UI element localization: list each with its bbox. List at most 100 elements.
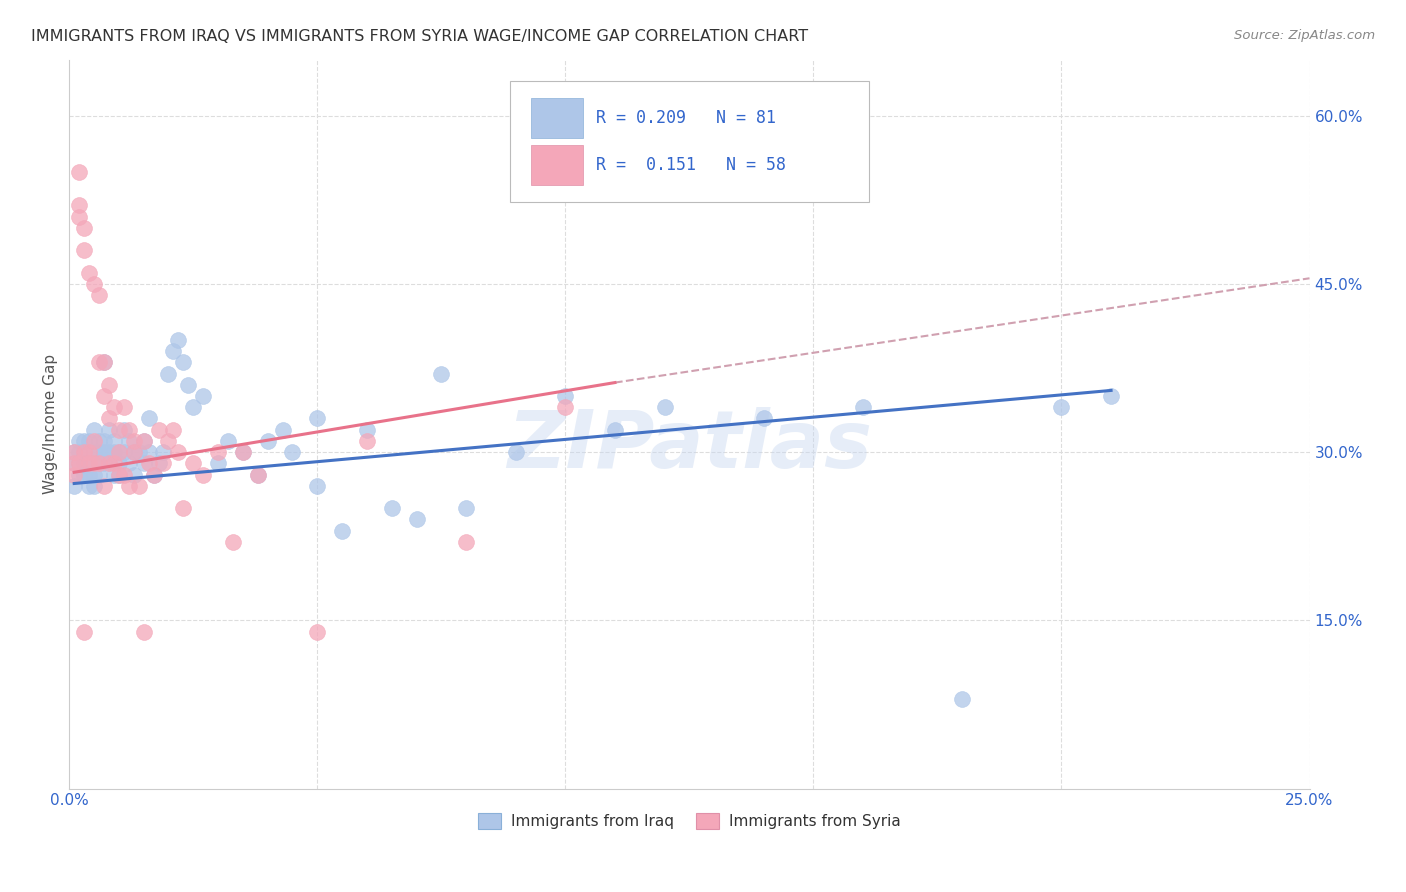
Point	[157, 434, 180, 448]
Point	[138, 456, 160, 470]
Point	[77, 456, 100, 470]
Point	[118, 456, 141, 470]
Point	[222, 534, 245, 549]
Point	[108, 467, 131, 482]
Point	[356, 423, 378, 437]
Point	[132, 456, 155, 470]
Point	[83, 479, 105, 493]
Point	[73, 624, 96, 639]
Point	[63, 456, 86, 470]
Point	[103, 434, 125, 448]
Point	[112, 467, 135, 482]
Point	[97, 445, 120, 459]
Point	[97, 423, 120, 437]
Point	[87, 456, 110, 470]
Point	[138, 411, 160, 425]
Point	[142, 467, 165, 482]
Point	[356, 434, 378, 448]
Point	[112, 401, 135, 415]
Text: Source: ZipAtlas.com: Source: ZipAtlas.com	[1234, 29, 1375, 42]
Point	[97, 456, 120, 470]
Point	[505, 445, 527, 459]
Point	[83, 467, 105, 482]
Point	[77, 467, 100, 482]
Point	[118, 434, 141, 448]
Point	[108, 445, 131, 459]
Point	[93, 389, 115, 403]
FancyBboxPatch shape	[530, 145, 582, 185]
Point	[87, 288, 110, 302]
Point	[122, 445, 145, 459]
Point	[307, 479, 329, 493]
Legend: Immigrants from Iraq, Immigrants from Syria: Immigrants from Iraq, Immigrants from Sy…	[472, 807, 907, 836]
Point	[93, 434, 115, 448]
Point	[162, 423, 184, 437]
Point	[181, 401, 204, 415]
Point	[63, 445, 86, 459]
Point	[93, 355, 115, 369]
Text: IMMIGRANTS FROM IRAQ VS IMMIGRANTS FROM SYRIA WAGE/INCOME GAP CORRELATION CHART: IMMIGRANTS FROM IRAQ VS IMMIGRANTS FROM …	[31, 29, 808, 44]
Point	[67, 467, 90, 482]
Point	[271, 423, 294, 437]
Point	[93, 456, 115, 470]
Point	[67, 210, 90, 224]
Point	[67, 198, 90, 212]
Point	[103, 401, 125, 415]
Point	[950, 691, 973, 706]
Point	[132, 624, 155, 639]
Point	[405, 512, 427, 526]
Point	[256, 434, 278, 448]
Point	[83, 277, 105, 291]
Point	[456, 534, 478, 549]
Point	[83, 456, 105, 470]
Point	[148, 423, 170, 437]
Text: R = 0.209   N = 81: R = 0.209 N = 81	[596, 109, 776, 127]
Point	[108, 456, 131, 470]
Point	[63, 467, 86, 482]
Point	[167, 333, 190, 347]
FancyBboxPatch shape	[509, 81, 869, 202]
Point	[67, 456, 90, 470]
Point	[103, 467, 125, 482]
Point	[67, 445, 90, 459]
Point	[118, 423, 141, 437]
Point	[554, 401, 576, 415]
Point	[654, 401, 676, 415]
Point	[167, 445, 190, 459]
Point	[307, 411, 329, 425]
Point	[132, 434, 155, 448]
Point	[73, 456, 96, 470]
Point	[181, 456, 204, 470]
Point	[83, 423, 105, 437]
Point	[87, 445, 110, 459]
Point	[152, 445, 174, 459]
Point	[83, 445, 105, 459]
Point	[128, 479, 150, 493]
Point	[128, 445, 150, 459]
Text: ZIPatlas: ZIPatlas	[508, 407, 872, 485]
Point	[138, 445, 160, 459]
Point	[77, 479, 100, 493]
Point	[193, 467, 215, 482]
Point	[73, 220, 96, 235]
Point	[1050, 401, 1073, 415]
Point	[193, 389, 215, 403]
Point	[73, 467, 96, 482]
Point	[108, 467, 131, 482]
Point	[142, 467, 165, 482]
Point	[430, 367, 453, 381]
Point	[246, 467, 269, 482]
Point	[73, 445, 96, 459]
Point	[63, 445, 86, 459]
Text: R =  0.151   N = 58: R = 0.151 N = 58	[596, 156, 786, 174]
Point	[112, 423, 135, 437]
Point	[97, 456, 120, 470]
Point	[381, 501, 404, 516]
Point	[77, 456, 100, 470]
Point	[97, 411, 120, 425]
Point	[108, 445, 131, 459]
Point	[87, 467, 110, 482]
Point	[122, 434, 145, 448]
Point	[77, 266, 100, 280]
Point	[77, 434, 100, 448]
